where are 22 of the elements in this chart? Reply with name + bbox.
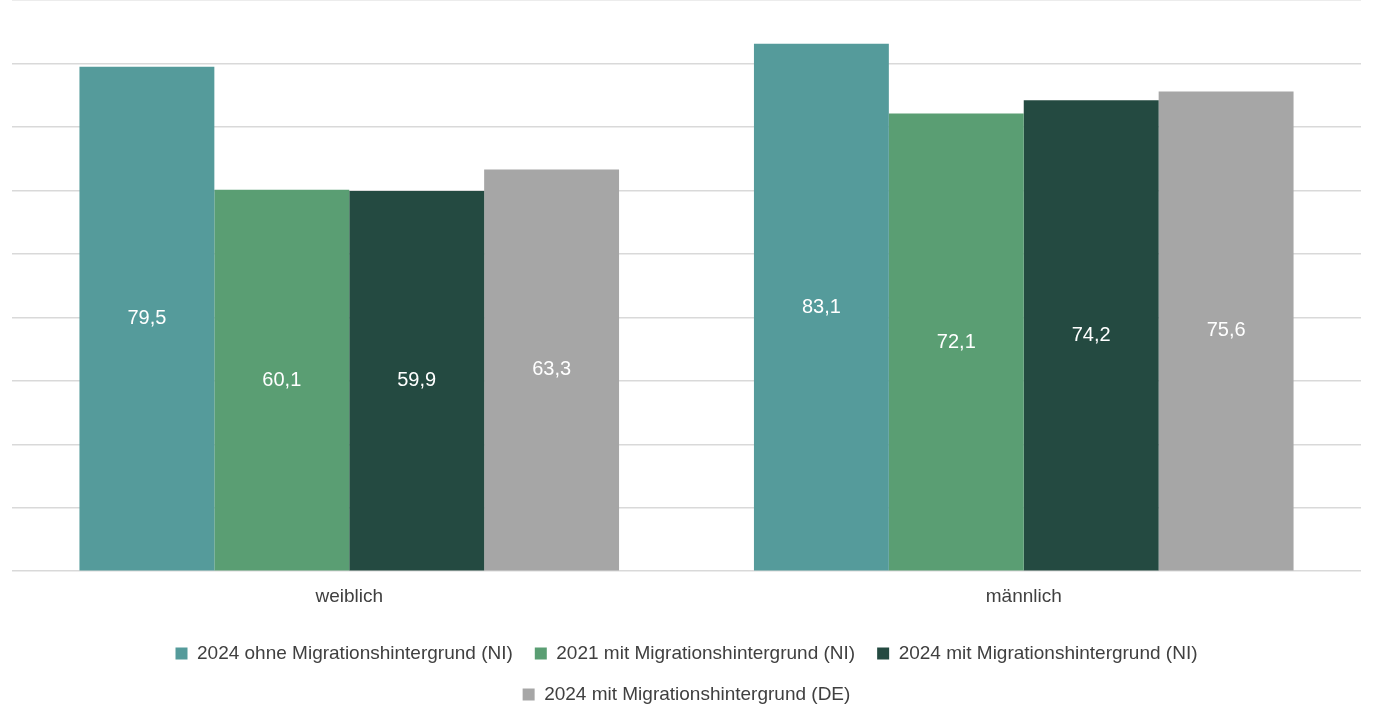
data-label: 83,1 xyxy=(801,294,841,317)
bar xyxy=(888,113,1024,571)
bar xyxy=(753,43,889,571)
x-tick-label: weiblich xyxy=(314,584,384,606)
bar xyxy=(214,189,350,571)
legend-label: 2024 ohne Migrationshintergrund (NI) xyxy=(197,641,513,663)
bar xyxy=(484,169,620,571)
legend-label: 2021 mit Migrationshintergrund (NI) xyxy=(556,641,856,663)
bar xyxy=(79,66,215,571)
data-label: 75,6 xyxy=(1206,318,1246,341)
legend-label: 2024 mit Migrationshintergrund (DE) xyxy=(544,682,851,704)
data-label: 79,5 xyxy=(127,306,167,329)
bar xyxy=(349,191,485,571)
bar xyxy=(1023,100,1159,571)
data-label: 63,3 xyxy=(532,357,572,380)
data-label: 74,2 xyxy=(1071,322,1111,345)
data-label: 60,1 xyxy=(262,367,302,390)
data-label: 72,1 xyxy=(936,329,976,352)
data-label: 59,9 xyxy=(397,368,437,391)
legend-label: 2024 mit Migrationshintergrund (NI) xyxy=(898,641,1198,663)
x-tick-label: männlich xyxy=(985,584,1062,606)
bar xyxy=(1158,91,1294,571)
